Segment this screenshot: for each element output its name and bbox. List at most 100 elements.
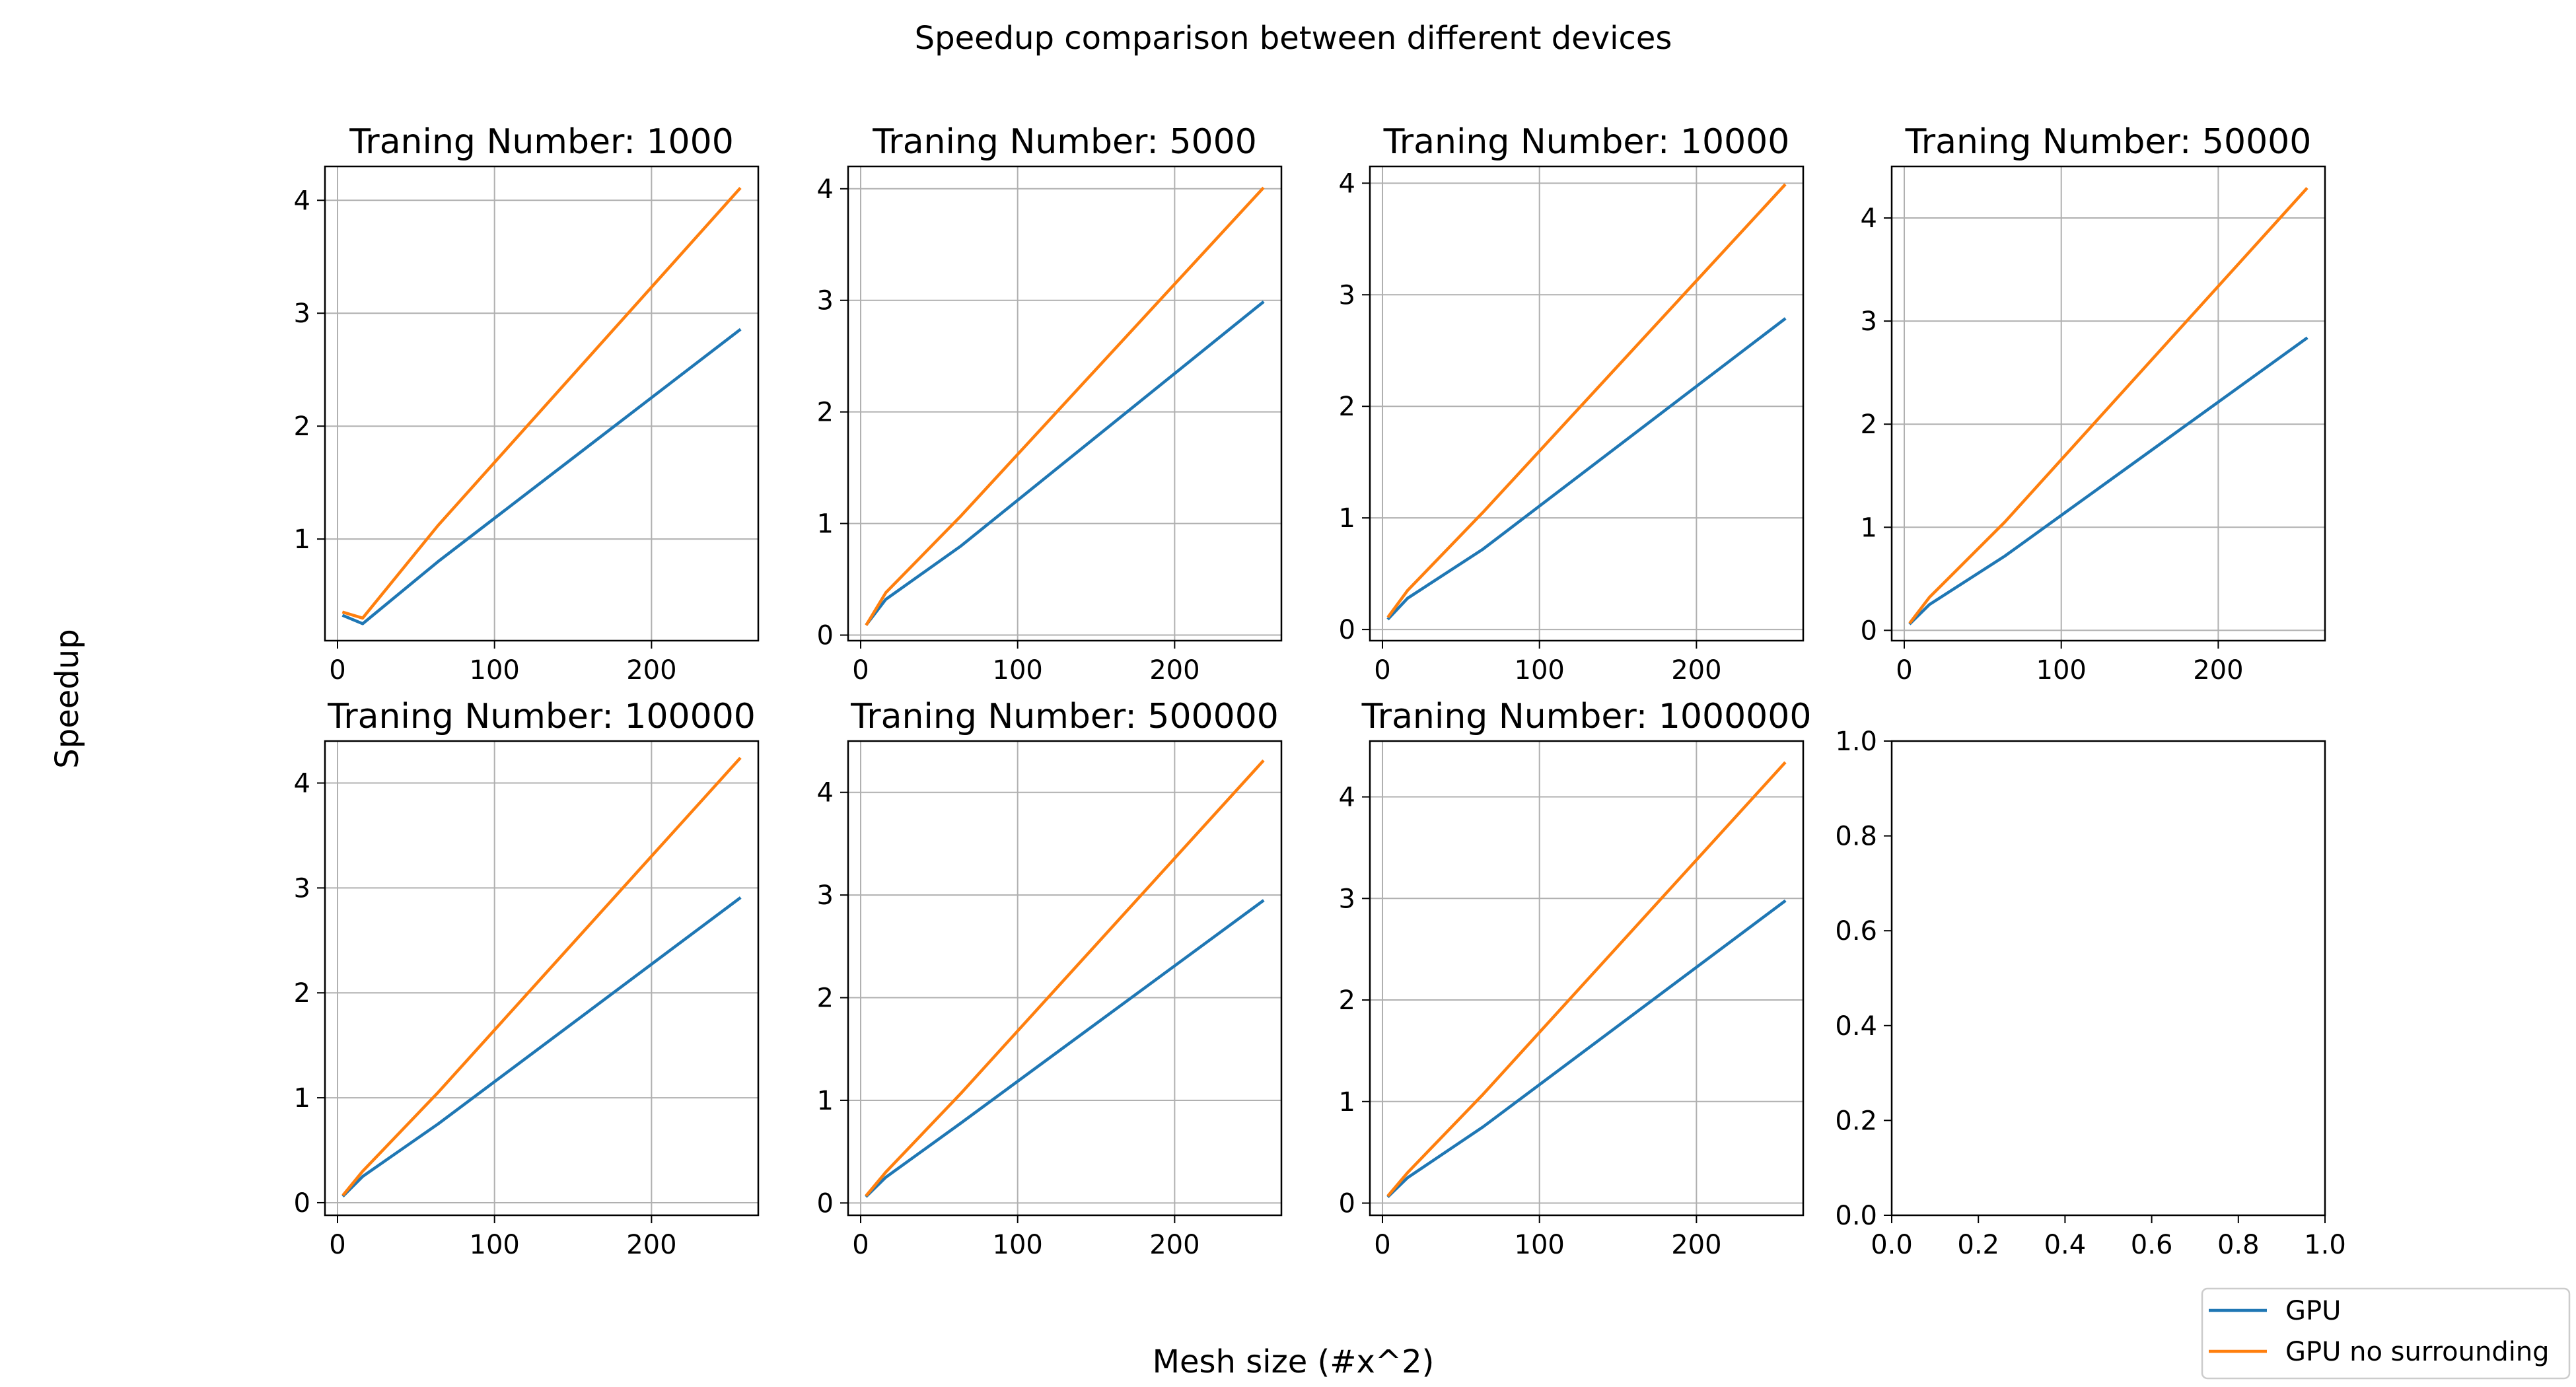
y-tick-label: 1 [817,1086,834,1116]
y-tick-label: 1 [294,1083,310,1114]
y-tick-label: 1 [294,524,310,555]
y-tick-label: 3 [817,880,834,911]
y-tick-label: 1 [1339,1087,1355,1118]
y-tick-label: 3 [1339,884,1355,914]
series-line-gpu-no-surrounding [341,187,742,620]
y-tick-label: 0.2 [1835,1106,1877,1136]
legend-gpu-no-surrounding-label: GPU no surrounding [2285,1337,2550,1367]
y-tick-label: 2 [817,398,834,428]
x-tick-label: 0.2 [1957,1230,1999,1260]
x-tick-label: 100 [1515,655,1565,686]
series-line-gpu-no-surrounding [1386,183,1787,618]
x-tick-label: 100 [993,1230,1043,1260]
subplot-7: 0 100 200 0 1 2 3 4 Traning Number: 1000000 [1339,697,1812,1260]
series-line-gpu-no-surrounding [1386,761,1787,1197]
x-tick-label: 200 [626,1230,676,1260]
y-tick-label: 1 [1861,513,1877,543]
y-tick-label: 1.0 [1835,727,1877,757]
x-tick-label: 0 [1896,655,1912,686]
x-tick-label: 0 [852,1230,869,1260]
x-tick-label: 200 [1149,1230,1199,1260]
series-line-gpu [865,899,1265,1198]
y-tick-label: 4 [294,186,310,216]
y-tick-label: 0 [294,1188,310,1219]
series-line-gpu [1386,899,1787,1198]
x-tick-label: 0.6 [2131,1230,2173,1260]
x-tick-label: 0.0 [1871,1230,1913,1260]
x-tick-label: 0 [1374,655,1390,686]
y-tick-label: 1 [1339,503,1355,534]
series-line-gpu [1386,317,1787,621]
y-tick-label: 0.6 [1835,916,1877,946]
y-tick-label: 3 [817,286,834,316]
axes-frame [847,740,1283,1217]
subplot-title: Traning Number: 50000 [1905,122,2312,162]
axes-frame [1369,165,1805,642]
y-tick-label: 1 [817,509,834,540]
axes-frame [1890,740,2326,1217]
x-tick-label: 0 [329,1230,345,1260]
x-tick-label: 100 [993,655,1043,686]
y-tick-label: 0.8 [1835,822,1877,852]
y-tick-label: 0.0 [1835,1201,1877,1231]
x-tick-label: 0 [329,655,345,686]
axes-frame [847,165,1283,642]
y-tick-label: 3 [294,873,310,904]
y-tick-label: 0 [1339,1189,1355,1219]
y-tick-label: 3 [1861,306,1877,337]
x-tick-label: 100 [1515,1230,1565,1260]
axes-frame [1890,165,2326,642]
y-tick-label: 4 [1861,203,1877,234]
x-tick-label: 100 [2036,655,2087,686]
x-tick-label: 0 [852,655,869,686]
figure-xlabel: Mesh size (#x^2) [1153,1343,1435,1380]
x-tick-label: 0 [1374,1230,1390,1260]
y-tick-label: 4 [294,769,310,799]
legend-gpu-label: GPU [2285,1296,2341,1326]
y-tick-label: 0 [817,621,834,651]
axes-frame [1369,740,1805,1217]
y-tick-label: 2 [294,978,310,1009]
series-line-gpu-no-surrounding [341,756,742,1197]
series-line-gpu [1908,336,2308,625]
subplot-title: Traning Number: 5000 [872,122,1257,162]
x-tick-label: 200 [626,655,676,686]
y-tick-label: 2 [1339,985,1355,1016]
figure-suptitle: Speedup comparison between different dev… [915,20,1672,57]
legend: GPU GPU no surrounding [2201,1287,2571,1380]
figure-ylabel: Speedup [49,629,86,768]
x-tick-label: 200 [1671,655,1721,686]
subplot-1: 0 100 200 1 2 3 4 Traning Number: 1000 [294,122,760,686]
x-tick-label: 200 [1671,1230,1721,1260]
y-tick-label: 3 [294,299,310,329]
subplot-2: 0 100 200 0 1 2 3 4 Traning Number: 5000 [817,122,1283,686]
y-tick-label: 2 [294,411,310,442]
subplot-title: Traning Number: 10000 [1383,122,1790,162]
subplot-5: 0 100 200 0 1 2 3 4 Traning Number: 100000 [294,697,760,1260]
subplot-4: 0 100 200 0 1 2 3 4 Traning Number: 50000 [1861,122,2326,686]
y-tick-label: 4 [1339,168,1355,199]
y-tick-label: 0 [1861,616,1877,646]
y-tick-label: 4 [1339,783,1355,813]
subplot-6: 0 100 200 0 1 2 3 4 Traning Number: 500000 [817,697,1283,1260]
y-tick-label: 0 [1339,615,1355,645]
x-tick-label: 200 [2193,655,2243,686]
subplot-title: Traning Number: 1000000 [1361,697,1812,736]
x-tick-label: 1.0 [2304,1230,2346,1260]
subplot-3: 0 100 200 0 1 2 3 4 Traning Number: 10000 [1339,122,1805,686]
x-tick-label: 100 [470,655,520,686]
series-line-gpu-no-surrounding [865,186,1265,626]
x-tick-label: 0.8 [2217,1230,2260,1260]
x-tick-label: 200 [1149,655,1199,686]
y-tick-label: 0.4 [1835,1011,1877,1042]
subplot-title: Traning Number: 1000 [349,122,734,162]
y-tick-label: 4 [817,778,834,808]
axes-frame [324,740,760,1217]
legend-frame [2201,1287,2571,1380]
y-tick-label: 2 [817,983,834,1014]
x-tick-label: 100 [470,1230,520,1260]
subplot-title: Traning Number: 500000 [850,697,1279,736]
axes-frame [324,165,760,642]
